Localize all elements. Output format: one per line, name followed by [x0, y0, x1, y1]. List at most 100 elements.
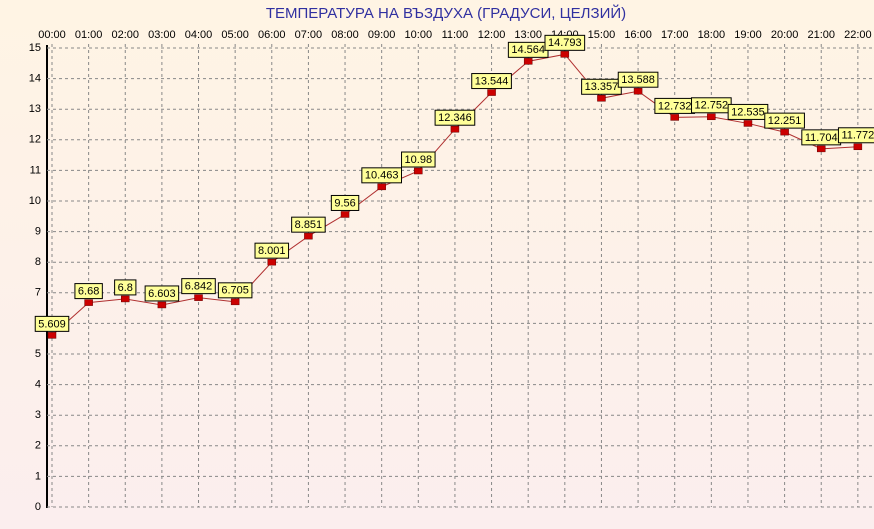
x-tick-label: 18:00	[698, 29, 726, 41]
x-tick-label: 11:00	[442, 29, 469, 41]
point-marker	[157, 301, 167, 309]
value-label: 12.535	[731, 106, 765, 118]
x-tick-label: 12:00	[478, 29, 506, 41]
x-tick-label: 20:00	[771, 29, 799, 41]
y-tick-label: 15	[29, 42, 41, 54]
point-marker	[84, 299, 93, 306]
value-label: 6.705	[221, 285, 249, 297]
x-tick-label: 17:00	[661, 29, 689, 41]
point-marker	[816, 145, 826, 153]
value-label: 12.752	[695, 100, 729, 112]
y-tick-label: 14	[29, 73, 41, 85]
value-label: 10.98	[405, 154, 433, 166]
point-marker	[523, 58, 533, 65]
value-label-box	[74, 283, 103, 300]
value-label: 6.603	[148, 288, 176, 300]
point-marker	[633, 87, 643, 95]
value-label-box	[361, 167, 402, 184]
point-marker	[780, 128, 789, 136]
y-tick-label: 7	[35, 287, 41, 299]
x-tick-label: 01:00	[75, 29, 103, 41]
x-tick-label: 02:00	[111, 29, 139, 41]
value-label-box	[181, 278, 216, 295]
y-tick-label: 10	[29, 195, 41, 207]
value-label-box	[144, 285, 180, 302]
point-marker	[340, 211, 350, 218]
point-marker	[230, 298, 240, 306]
value-label-box	[544, 34, 586, 51]
point-marker	[304, 232, 313, 240]
value-label: 14.564	[511, 44, 545, 56]
point-marker	[487, 89, 496, 96]
value-label: 14.793	[548, 37, 582, 49]
point-marker	[121, 295, 130, 303]
point-marker	[377, 183, 386, 191]
value-label: 13.544	[475, 75, 509, 87]
x-tick-label: 19:00	[734, 29, 762, 41]
point-marker	[743, 120, 753, 127]
value-label: 9.56	[334, 197, 355, 209]
point-marker	[450, 125, 460, 133]
x-tick-label: 22:00	[844, 29, 872, 41]
value-label-box	[434, 109, 476, 126]
value-label-box	[254, 242, 290, 259]
value-label-box	[471, 73, 512, 90]
value-label: 8.001	[258, 245, 286, 257]
x-tick-label: 13:00	[514, 29, 542, 41]
point-marker	[670, 114, 679, 121]
value-label: 6.68	[78, 285, 99, 297]
value-label: 12.251	[768, 115, 802, 127]
point-marker	[597, 95, 606, 102]
value-label-box	[114, 279, 137, 296]
x-tick-label: 09:00	[368, 29, 396, 41]
point-marker	[707, 113, 716, 121]
x-tick-label: 15:00	[588, 29, 616, 41]
point-marker	[853, 143, 863, 151]
value-label-box	[34, 315, 70, 332]
point-marker	[560, 51, 570, 58]
x-tick-label: 04:00	[185, 29, 213, 41]
value-label-box	[764, 112, 805, 129]
value-label-box	[217, 282, 253, 299]
y-tick-label: 8	[35, 256, 41, 268]
x-tick-label: 05:00	[221, 29, 249, 41]
point-marker	[414, 167, 423, 175]
y-tick-label: 5	[35, 348, 41, 360]
value-label: 11.704	[805, 132, 838, 144]
value-label-box	[330, 194, 360, 211]
value-label-box	[401, 151, 436, 168]
y-tick-label: 3	[35, 409, 41, 421]
y-tick-label: 11	[30, 164, 41, 176]
x-tick-label: 21:00	[807, 29, 835, 41]
value-label-box	[617, 71, 659, 88]
value-label-box	[837, 127, 874, 144]
value-label: 11.772	[841, 130, 874, 142]
value-label-box	[291, 216, 326, 233]
point-marker	[47, 332, 57, 339]
x-tick-label: 00:00	[38, 29, 66, 41]
value-label-box	[727, 103, 769, 120]
value-label: 13.588	[621, 74, 655, 86]
value-label: 10.463	[365, 170, 399, 182]
x-tick-label: 07:00	[295, 29, 323, 41]
chart-title: ТЕМПЕРАТУРА НА ВЪЗДУХА (ГРАДУСИ, ЦЕЛЗИЙ)	[266, 4, 626, 22]
value-label: 12.346	[438, 112, 472, 124]
point-marker	[194, 294, 203, 301]
y-tick-label: 13	[29, 103, 41, 115]
y-tick-label: 4	[35, 379, 41, 391]
y-tick-label: 12	[29, 134, 41, 146]
x-tick-label: 10:00	[405, 29, 433, 41]
value-label: 12.732	[658, 100, 692, 112]
y-tick-label: 2	[35, 440, 41, 452]
value-label: 8.851	[295, 219, 323, 231]
y-tick-label: 1	[35, 470, 41, 482]
y-tick-label: 9	[35, 226, 41, 238]
point-marker	[267, 258, 277, 266]
x-tick-label: 06:00	[258, 29, 286, 41]
y-tick-label: 0	[35, 501, 41, 513]
x-tick-label: 16:00	[624, 29, 652, 41]
value-label: 5.609	[38, 318, 66, 330]
